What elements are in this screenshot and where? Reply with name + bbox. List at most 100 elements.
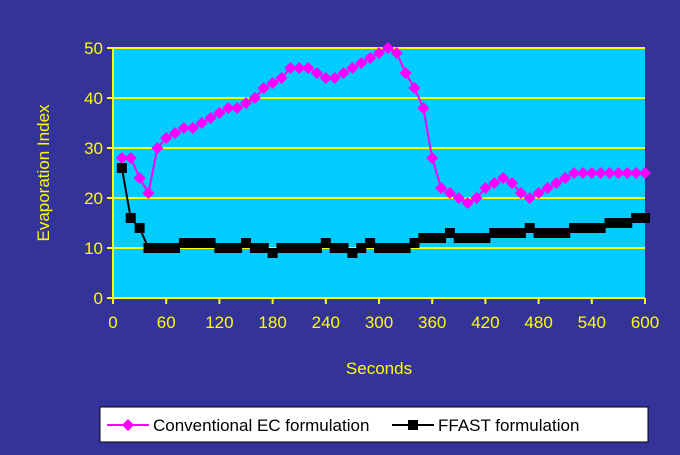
data-point-square — [249, 243, 260, 253]
x-tick-label: 0 — [108, 313, 117, 332]
data-point-square — [498, 228, 509, 238]
data-point-diamond — [346, 62, 359, 74]
data-point-square — [170, 243, 181, 253]
data-point-diamond — [204, 112, 217, 124]
data-point-diamond — [550, 177, 563, 189]
data-point-square — [320, 238, 331, 248]
data-point-square — [542, 228, 553, 238]
data-point-square — [569, 223, 580, 233]
data-point-diamond — [479, 182, 492, 194]
data-point-square — [524, 223, 535, 233]
data-point-diamond — [381, 42, 394, 54]
y-tick-label: 10 — [84, 239, 103, 258]
data-point-diamond — [559, 172, 572, 184]
data-point-square — [631, 213, 642, 223]
data-point-diamond — [364, 52, 377, 64]
y-tick-label: 40 — [84, 89, 103, 108]
data-point-square — [116, 163, 127, 173]
data-point-square — [382, 243, 393, 253]
data-point-square — [232, 243, 243, 253]
data-point-diamond — [576, 167, 589, 179]
data-point-diamond — [266, 77, 279, 89]
data-point-diamond — [612, 167, 625, 179]
data-point-diamond — [310, 67, 323, 79]
data-point-square — [214, 243, 225, 253]
data-point-diamond — [231, 102, 244, 114]
data-point-square — [152, 243, 163, 253]
data-point-square — [640, 213, 650, 223]
data-point-square — [586, 223, 597, 233]
data-point-square — [285, 243, 296, 253]
data-point-diamond — [133, 172, 146, 184]
legend-marker-square — [408, 420, 418, 430]
data-point-diamond — [248, 92, 261, 104]
data-point-diamond — [426, 152, 439, 164]
data-point-diamond — [160, 132, 173, 144]
data-point-square — [418, 233, 429, 243]
data-point-diamond — [630, 167, 643, 179]
data-point-square — [462, 233, 473, 243]
data-point-square — [329, 243, 340, 253]
data-point-square — [409, 238, 420, 248]
data-point-square — [436, 233, 447, 243]
data-point-diamond — [195, 117, 208, 129]
data-point-diamond — [355, 57, 368, 69]
data-point-diamond — [603, 167, 616, 179]
data-point-diamond — [390, 47, 403, 59]
data-point-square — [125, 213, 136, 223]
plot-area — [113, 48, 645, 298]
data-point-square — [533, 228, 544, 238]
data-point-square — [444, 228, 455, 238]
data-point-square — [365, 238, 376, 248]
x-tick-label: 240 — [312, 313, 340, 332]
y-tick-label: 20 — [84, 189, 103, 208]
data-point-square — [595, 223, 606, 233]
data-point-diamond — [115, 152, 128, 164]
data-point-square — [311, 243, 322, 253]
data-point-square — [577, 223, 588, 233]
x-tick-label: 360 — [418, 313, 446, 332]
x-axis-title: Seconds — [346, 359, 412, 378]
data-point-diamond — [337, 67, 350, 79]
data-point-square — [303, 243, 314, 253]
data-point-square — [551, 228, 562, 238]
data-point-diamond — [186, 122, 199, 134]
data-point-square — [347, 248, 358, 258]
data-point-diamond — [514, 187, 527, 199]
data-point-diamond — [568, 167, 581, 179]
data-point-diamond — [257, 82, 270, 94]
y-tick-label: 50 — [84, 39, 103, 58]
data-point-diamond — [240, 97, 252, 109]
data-point-diamond — [151, 142, 164, 154]
data-point-square — [515, 228, 526, 238]
x-tick-label: 540 — [578, 313, 606, 332]
data-point-diamond — [541, 182, 554, 194]
data-point-square — [134, 223, 145, 233]
data-point-square — [613, 218, 624, 228]
data-point-diamond — [461, 197, 474, 209]
data-point-diamond — [621, 167, 634, 179]
data-point-square — [374, 243, 384, 253]
data-point-diamond — [417, 102, 430, 114]
x-tick-label: 60 — [157, 313, 176, 332]
legend-marker-diamond — [122, 419, 134, 431]
data-point-square — [187, 238, 198, 248]
data-point-square — [294, 243, 305, 253]
data-point-diamond — [594, 167, 607, 179]
x-tick-label: 300 — [365, 313, 393, 332]
x-tick-label: 180 — [258, 313, 286, 332]
data-point-diamond — [169, 127, 182, 139]
data-point-diamond — [585, 167, 598, 179]
x-tick-label: 420 — [471, 313, 499, 332]
legend-label-0: Conventional EC formulation — [153, 416, 369, 435]
data-point-diamond — [408, 82, 421, 94]
data-point-square — [471, 233, 482, 243]
data-point-diamond — [639, 167, 651, 179]
data-point-square — [276, 243, 287, 253]
data-point-diamond — [506, 177, 518, 189]
data-point-square — [427, 233, 438, 243]
data-point-square — [622, 218, 633, 228]
data-point-square — [604, 218, 615, 228]
